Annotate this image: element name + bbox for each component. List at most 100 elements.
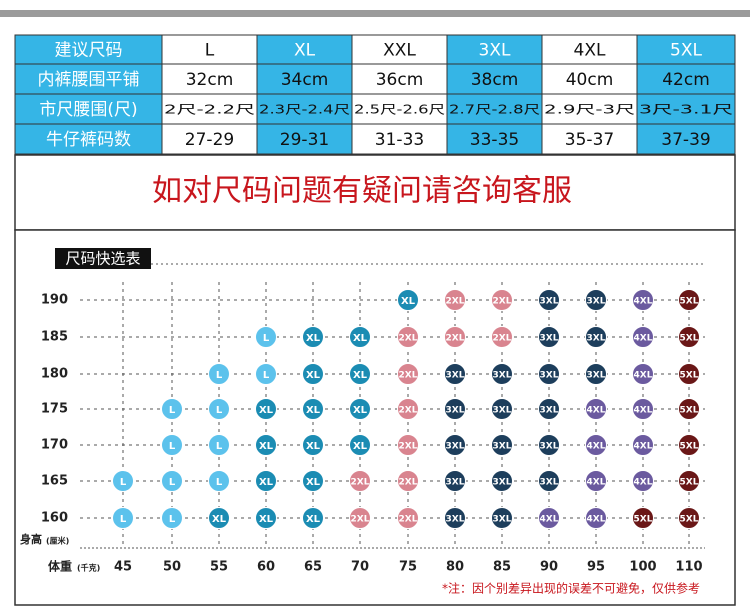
- size-label: 2XL: [446, 297, 465, 307]
- size-dot: [397, 507, 419, 529]
- table-cell: [256, 123, 353, 155]
- size-dot: [397, 470, 419, 492]
- row-label: 建议尺码: [55, 41, 123, 61]
- size-dot: [112, 507, 134, 529]
- size-dot: [585, 470, 607, 492]
- size-label: 5XL: [680, 406, 699, 416]
- size-label: 5XL: [680, 297, 699, 307]
- size-dot: [632, 470, 654, 492]
- y-tick-label: 190: [41, 293, 68, 308]
- size-dot: [632, 398, 654, 420]
- note: *注：因个别差异出现的误差不可避免，仅供参考: [442, 581, 700, 596]
- size-label: 3XL: [540, 334, 559, 344]
- x-tick-label: 85: [493, 560, 511, 575]
- y-tick-label: 170: [41, 438, 68, 453]
- table-value: 2.5尺-2.6尺: [354, 103, 445, 117]
- size-label: 2XL: [399, 442, 418, 452]
- size-dot: [161, 398, 183, 420]
- x-label: 体重: [48, 559, 72, 574]
- size-dot: [538, 470, 560, 492]
- size-dot: [491, 507, 513, 529]
- table-value: 2.3尺-2.4尺: [259, 103, 350, 117]
- size-dot: [444, 363, 466, 385]
- table-cell: [636, 123, 736, 155]
- size-dot: [678, 326, 700, 348]
- size-dot: [491, 434, 513, 456]
- size-dot: [161, 434, 183, 456]
- size-header: L: [205, 41, 215, 61]
- size-label: L: [216, 405, 223, 416]
- table-cell: [446, 123, 543, 155]
- x-tick-label: 95: [587, 560, 605, 575]
- size-label: XL: [353, 370, 368, 381]
- table-value: 40cm: [566, 70, 614, 90]
- size-dot: [255, 326, 277, 348]
- y-tick-label: 185: [41, 330, 68, 345]
- table-value: 2.7尺-2.8尺: [449, 103, 540, 117]
- size-label: 3XL: [446, 442, 465, 452]
- size-label: 2XL: [446, 334, 465, 344]
- size-label: L: [169, 441, 176, 452]
- size-dot: [161, 507, 183, 529]
- size-label: 3XL: [493, 478, 512, 488]
- size-label: XL: [306, 333, 321, 344]
- size-label: 3XL: [446, 478, 465, 488]
- size-label: 2XL: [399, 334, 418, 344]
- size-dot: [349, 363, 371, 385]
- table-cell: [256, 93, 353, 125]
- table-cell: [636, 93, 736, 125]
- size-header: 4XL: [574, 41, 606, 61]
- size-dot: [585, 434, 607, 456]
- table-cell: [446, 93, 543, 125]
- size-dot: [632, 289, 654, 311]
- size-label: 2XL: [399, 406, 418, 416]
- size-dot: [349, 326, 371, 348]
- x-tick-label: 75: [399, 560, 417, 575]
- size-dot: [678, 507, 700, 529]
- table-value: 38cm: [471, 70, 519, 90]
- y-tick-label: 165: [41, 474, 68, 489]
- table-value: 37-39: [661, 130, 710, 150]
- size-dot: [585, 507, 607, 529]
- size-header: 3XL: [479, 41, 511, 61]
- x-tick-label: 45: [114, 560, 132, 575]
- table-value: 31-33: [375, 130, 424, 150]
- size-label: XL: [353, 441, 368, 452]
- table-cell: [256, 63, 353, 95]
- size-dot: [444, 507, 466, 529]
- table-cell: [541, 63, 638, 95]
- x-tick-label: 80: [446, 560, 464, 575]
- size-label: 2XL: [351, 478, 370, 488]
- size-dot: [397, 326, 419, 348]
- size-dot: [632, 326, 654, 348]
- size-label: L: [169, 405, 176, 416]
- size-label: 5XL: [680, 334, 699, 344]
- table-cell: [161, 63, 258, 95]
- size-label: XL: [306, 370, 321, 381]
- size-dot: [632, 507, 654, 529]
- size-dot: [112, 470, 134, 492]
- size-dot: [161, 470, 183, 492]
- size-dot: [678, 289, 700, 311]
- table-cell: [446, 34, 543, 65]
- x-tick-label: 60: [257, 560, 275, 575]
- size-dot: [538, 289, 560, 311]
- table-cell: [14, 93, 163, 125]
- size-dot: [585, 289, 607, 311]
- size-dot: [632, 363, 654, 385]
- size-dot: [491, 326, 513, 348]
- y-tick-label: 160: [41, 511, 68, 526]
- row-label: 牛仔裤码数: [46, 130, 131, 150]
- size-header: XXL: [383, 41, 416, 61]
- size-label: 4XL: [634, 371, 653, 381]
- size-dot: [444, 470, 466, 492]
- size-dot: [349, 434, 371, 456]
- chart-title: 尺码快选表: [65, 250, 140, 268]
- size-label: 2XL: [399, 478, 418, 488]
- size-label: 2XL: [399, 371, 418, 381]
- size-label: 2XL: [351, 515, 370, 525]
- size-dot: [208, 363, 230, 385]
- y-unit: (厘米): [46, 536, 69, 546]
- size-label: XL: [306, 405, 321, 416]
